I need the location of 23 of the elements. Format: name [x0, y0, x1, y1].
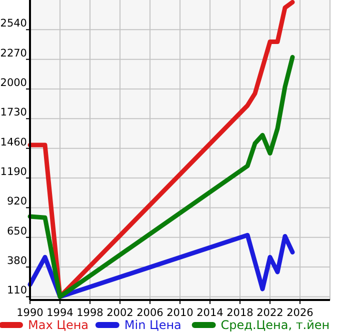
y-tick-label: 2540 — [0, 18, 27, 30]
y-tick-label: 650 — [6, 225, 27, 238]
legend-label: Min Цена — [124, 318, 182, 332]
y-tick-label: 1190 — [0, 166, 27, 178]
x-tick-label: 1994 — [46, 307, 74, 319]
legend-label: Сред.Цена, т.йен — [220, 318, 330, 332]
y-tick-label: 2270 — [0, 47, 27, 60]
y-tick-label: 2000 — [0, 77, 27, 90]
y-tick-label: 380 — [6, 255, 27, 268]
y-tick-label: 920 — [6, 196, 27, 208]
x-tick-label: 1990 — [16, 307, 44, 319]
y-tick-label: 1730 — [0, 106, 27, 119]
x-tick-label: 2006 — [136, 307, 164, 319]
x-tick-label: 2026 — [286, 307, 314, 319]
legend-label: Max Цена — [28, 318, 89, 332]
x-tick-label: 2014 — [196, 307, 224, 319]
x-tick-label: 2002 — [106, 307, 134, 319]
x-tick-label: 2022 — [256, 307, 284, 319]
x-tick-label: 1998 — [76, 307, 104, 319]
x-tick-label: 2018 — [226, 307, 254, 319]
y-tick-label: 110 — [6, 284, 27, 297]
y-tick-label: 1460 — [0, 136, 27, 148]
x-tick-label: 2010 — [166, 307, 194, 319]
